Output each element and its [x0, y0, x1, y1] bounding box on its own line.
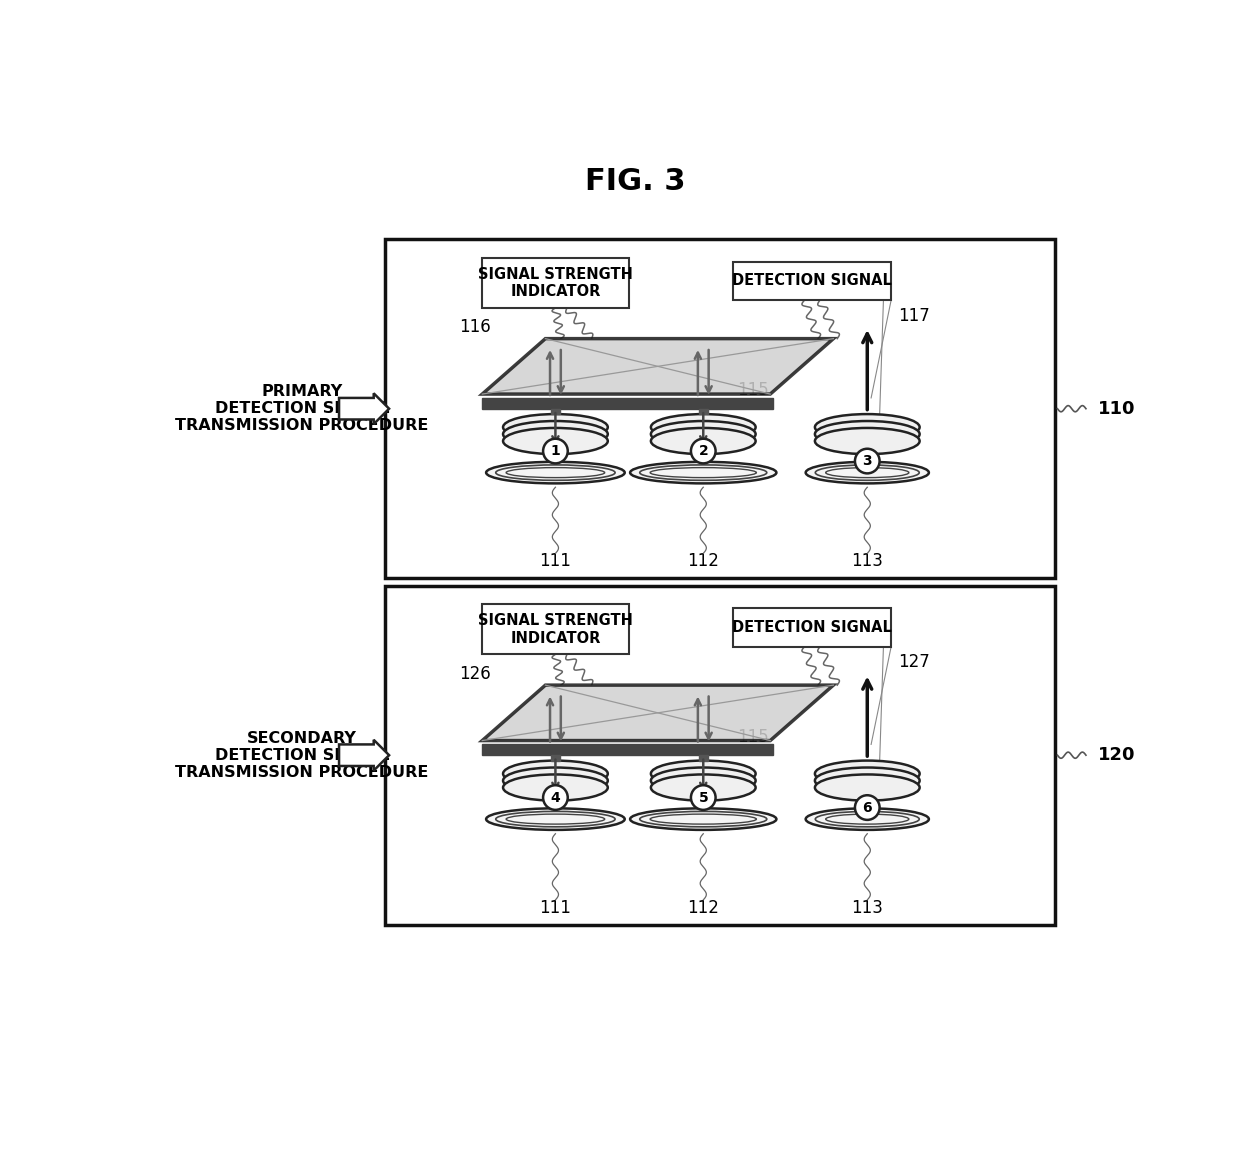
Text: 2: 2: [698, 444, 708, 458]
Ellipse shape: [806, 809, 929, 829]
Text: TRANSMISSION PROCEDURE: TRANSMISSION PROCEDURE: [175, 764, 429, 780]
Ellipse shape: [815, 414, 920, 441]
Text: 116: 116: [459, 318, 491, 336]
Ellipse shape: [815, 761, 920, 786]
Bar: [482, 604, 629, 654]
Polygon shape: [482, 339, 833, 394]
Polygon shape: [551, 755, 560, 761]
Circle shape: [854, 796, 879, 820]
Text: 113: 113: [852, 899, 883, 916]
Polygon shape: [698, 755, 708, 761]
FancyArrow shape: [339, 393, 389, 425]
Ellipse shape: [486, 809, 625, 829]
Circle shape: [854, 449, 879, 473]
Text: 120: 120: [1097, 746, 1135, 764]
Text: 127: 127: [898, 653, 930, 670]
Circle shape: [543, 438, 568, 463]
Text: 5: 5: [698, 791, 708, 805]
Circle shape: [691, 438, 715, 463]
Ellipse shape: [806, 462, 929, 484]
Ellipse shape: [651, 775, 755, 800]
Ellipse shape: [630, 462, 776, 484]
Text: 1: 1: [551, 444, 560, 458]
Text: 111: 111: [539, 552, 572, 571]
Text: 111: 111: [539, 899, 572, 916]
Ellipse shape: [503, 421, 608, 448]
Text: DETECTION SIGNAL: DETECTION SIGNAL: [733, 619, 892, 635]
FancyArrow shape: [339, 740, 389, 770]
Circle shape: [691, 785, 715, 810]
Text: 126: 126: [459, 665, 491, 682]
Text: 4: 4: [551, 791, 560, 805]
Text: DETECTION SIGNAL: DETECTION SIGNAL: [215, 748, 389, 763]
Bar: [482, 258, 629, 307]
Bar: [386, 586, 1055, 925]
Text: 112: 112: [687, 552, 719, 571]
Text: 115: 115: [738, 727, 769, 746]
Text: SIGNAL STRENGTH
INDICATOR: SIGNAL STRENGTH INDICATOR: [477, 267, 632, 299]
Polygon shape: [482, 745, 774, 755]
Ellipse shape: [630, 809, 776, 829]
Ellipse shape: [503, 428, 608, 454]
Bar: [733, 608, 892, 646]
Text: 115: 115: [738, 382, 769, 399]
Ellipse shape: [815, 421, 920, 448]
Text: 6: 6: [863, 800, 872, 814]
Text: 113: 113: [852, 552, 883, 571]
Text: 110: 110: [1097, 400, 1135, 418]
Ellipse shape: [815, 768, 920, 793]
Text: 117: 117: [898, 306, 930, 325]
Text: TRANSMISSION PROCEDURE: TRANSMISSION PROCEDURE: [175, 418, 429, 433]
Circle shape: [543, 785, 568, 810]
Text: 112: 112: [687, 899, 719, 916]
Polygon shape: [482, 398, 774, 408]
Text: PRIMARY: PRIMARY: [262, 384, 342, 399]
Text: SECONDARY: SECONDARY: [247, 731, 357, 746]
Ellipse shape: [503, 414, 608, 441]
Ellipse shape: [815, 428, 920, 454]
Ellipse shape: [503, 768, 608, 793]
Ellipse shape: [815, 775, 920, 800]
Ellipse shape: [651, 768, 755, 793]
Bar: [386, 239, 1055, 578]
Text: DETECTION SIGNAL: DETECTION SIGNAL: [733, 274, 892, 289]
Ellipse shape: [651, 428, 755, 454]
Polygon shape: [482, 686, 833, 740]
Bar: [733, 262, 892, 300]
Ellipse shape: [651, 414, 755, 441]
Text: FIG. 3: FIG. 3: [585, 167, 686, 196]
Text: 3: 3: [863, 454, 872, 467]
Ellipse shape: [503, 761, 608, 786]
Polygon shape: [551, 408, 560, 414]
Ellipse shape: [486, 462, 625, 484]
Ellipse shape: [503, 775, 608, 800]
Text: DETECTION SIGNAL: DETECTION SIGNAL: [215, 401, 389, 416]
Ellipse shape: [651, 761, 755, 786]
Text: SIGNAL STRENGTH
INDICATOR: SIGNAL STRENGTH INDICATOR: [477, 614, 632, 645]
Polygon shape: [698, 408, 708, 414]
Ellipse shape: [651, 421, 755, 448]
